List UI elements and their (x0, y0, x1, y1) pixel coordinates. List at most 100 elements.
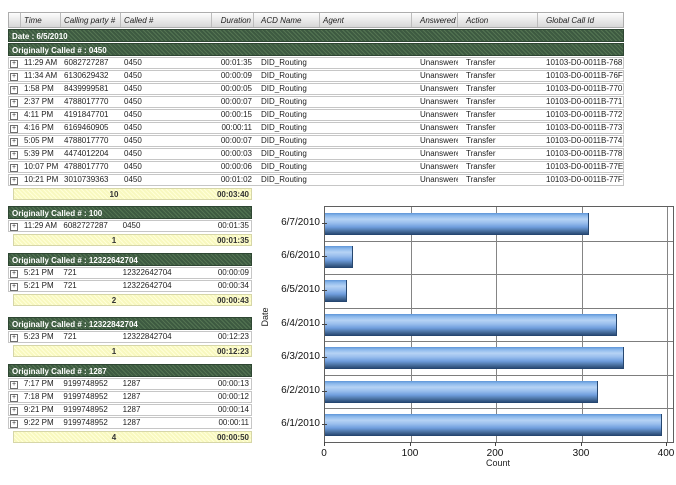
group-table-row: +7:18 PM 9199748952 1287 00:00:12 (8, 391, 252, 403)
cell-time: 5:21 PM (23, 281, 54, 290)
cell-calling-party: 9199748952 (63, 405, 108, 414)
cell-action: Transfer (466, 136, 496, 145)
chart-bar (325, 414, 662, 436)
originally-called-group: Originally Called # : 100 +11:29 AM 608272… (8, 205, 252, 246)
cell-global-call-id: 10103-D0-0011B-77F (546, 175, 623, 184)
cell-called-number: 1287 (122, 379, 141, 388)
cell-time: 9:22 PM (23, 418, 54, 427)
cell-acd-name: DID_Routing (261, 175, 307, 184)
expand-cell: + (9, 221, 21, 231)
column-header-calling-party-: Calling party # (61, 13, 121, 27)
chart-y-tick-label: 6/5/2010 (281, 284, 320, 295)
cell-calling-party: 4788017770 (64, 136, 109, 145)
chart-y-tick-mark (322, 424, 327, 425)
table-row: +10:07 PM 4788017770 0450 00:00:06 DID_Routi… (8, 161, 624, 173)
cell-action: Transfer (466, 58, 496, 67)
expand-cell: + (9, 97, 21, 107)
expand-row-icon[interactable]: + (10, 381, 18, 389)
group-table-row: +7:17 PM 9199748952 1287 00:00:13 (8, 378, 252, 390)
cell-called-number: 1287 (122, 418, 141, 427)
expand-row-icon[interactable]: + (10, 334, 18, 342)
cell-time: 11:29 AM (23, 221, 58, 230)
expand-cell: + (9, 84, 21, 94)
expand-row-icon[interactable]: + (10, 112, 18, 120)
cell-acd-name: DID_Routing (261, 110, 307, 119)
cell-called-number: 12322842704 (122, 332, 172, 341)
expand-cell: + (9, 175, 21, 185)
chart-bar (325, 381, 598, 403)
expand-row-icon[interactable]: + (10, 420, 18, 428)
cell-time: 1:58 PM (24, 84, 54, 93)
chart-y-tick-mark (322, 391, 327, 392)
cell-duration: 00:00:07 (220, 97, 252, 106)
expand-row-icon[interactable]: + (10, 151, 18, 159)
expand-row-icon[interactable]: + (10, 99, 18, 107)
cell-duration: 00:12:23 (217, 332, 249, 341)
summary-call-count: 1 (111, 346, 117, 356)
cell-answered: Unanswered (420, 58, 458, 67)
cell-called-number: 1287 (122, 405, 141, 414)
chart-y-tick-label: 6/1/2010 (281, 418, 320, 429)
table-row: +4:16 PM 6169460905 0450 00:00:11 DID_Routin… (8, 122, 624, 134)
group-summary-row: 2 00:00:43 (13, 294, 252, 306)
chart-vertical-gridline (667, 207, 668, 442)
cell-calling-party: 8439999581 (64, 84, 109, 93)
cell-time: 10:21 PM (24, 175, 59, 184)
cell-answered: Unanswered (420, 110, 458, 119)
expand-row-icon[interactable]: + (10, 394, 18, 402)
group-table-row: +5:21 PM 721 12322642704 00:00:34 (8, 280, 252, 292)
cell-called-number: 12322642704 (122, 281, 172, 290)
group-header-bar: Originally Called # : 12322642704 (8, 253, 252, 266)
cell-duration: 00:00:05 (220, 84, 252, 93)
summary-call-count: 1 (111, 235, 117, 245)
cell-calling-party: 9199748952 (63, 418, 108, 427)
cell-global-call-id: 10103-D0-0011B-774 (546, 136, 623, 145)
cell-answered: Unanswered (420, 162, 458, 171)
originally-called-group: Originally Called # : 12322842704 +5:23 P… (8, 316, 252, 357)
chart-x-tick-label: 0 (321, 448, 327, 459)
expand-row-icon[interactable]: + (10, 177, 18, 185)
chart-horizontal-gridline (325, 375, 673, 376)
cell-duration: 00:00:11 (218, 418, 249, 427)
expand-row-icon[interactable]: + (10, 60, 18, 68)
originally-called-group-header: Originally Called # : 0450 (8, 43, 624, 56)
cell-calling-party: 721 (63, 281, 77, 290)
cell-acd-name: DID_Routing (261, 84, 307, 93)
cell-time: 10:07 PM (24, 162, 59, 171)
expand-row-icon[interactable]: + (10, 138, 18, 146)
chart-x-tick-mark (581, 442, 582, 446)
chart-bar (325, 213, 589, 235)
cell-called-number: 0450 (124, 136, 142, 145)
cell-duration: 00:00:03 (220, 149, 252, 158)
cell-duration: 00:00:34 (217, 281, 249, 290)
cell-called-number: 0450 (124, 97, 142, 106)
group-table-row: +9:21 PM 9199748952 1287 00:00:14 (8, 404, 252, 416)
expand-cell: + (9, 418, 21, 428)
table-row: +4:11 PM 4191847701 0450 00:00:15 DID_Routin… (8, 109, 624, 121)
expand-row-icon[interactable]: + (10, 86, 18, 94)
chart-x-tick-label: 300 (572, 448, 590, 459)
cell-action: Transfer (466, 123, 496, 132)
cell-calling-party: 3010739363 (64, 175, 109, 184)
expand-row-icon[interactable]: + (10, 283, 18, 291)
table-row: +1:58 PM 8439999581 0450 00:00:05 DID_Routin… (8, 83, 624, 95)
column-header-global-call-id: Global Call Id (546, 16, 595, 25)
expand-row-icon[interactable]: + (10, 164, 18, 172)
calls-by-date-chart: Date 0 100 200 300 400 6/7/2010 6/6/2010 6/5/20… (254, 198, 676, 482)
cell-acd-name: DID_Routing (261, 58, 307, 67)
expand-row-icon[interactable]: + (10, 407, 18, 415)
cell-answered: Unanswered (420, 97, 458, 106)
cell-time: 9:21 PM (23, 405, 54, 414)
cell-global-call-id: 10103-D0-0011B-768 (546, 58, 623, 67)
chart-horizontal-gridline (325, 408, 673, 409)
cell-action: Transfer (466, 110, 496, 119)
expand-row-icon[interactable]: + (10, 73, 18, 81)
summary-total-duration: 00:00:50 (216, 432, 249, 442)
cell-calling-party: 721 (63, 268, 77, 277)
cell-global-call-id: 10103-D0-0011B-778 (546, 149, 623, 158)
expand-row-icon[interactable]: + (10, 270, 18, 278)
expand-row-icon[interactable]: + (10, 125, 18, 133)
expand-row-icon[interactable]: + (10, 223, 18, 231)
chart-y-tick-mark (322, 357, 327, 358)
table-row: +5:39 PM 4474012204 0450 00:00:03 DID_Routin… (8, 148, 624, 160)
